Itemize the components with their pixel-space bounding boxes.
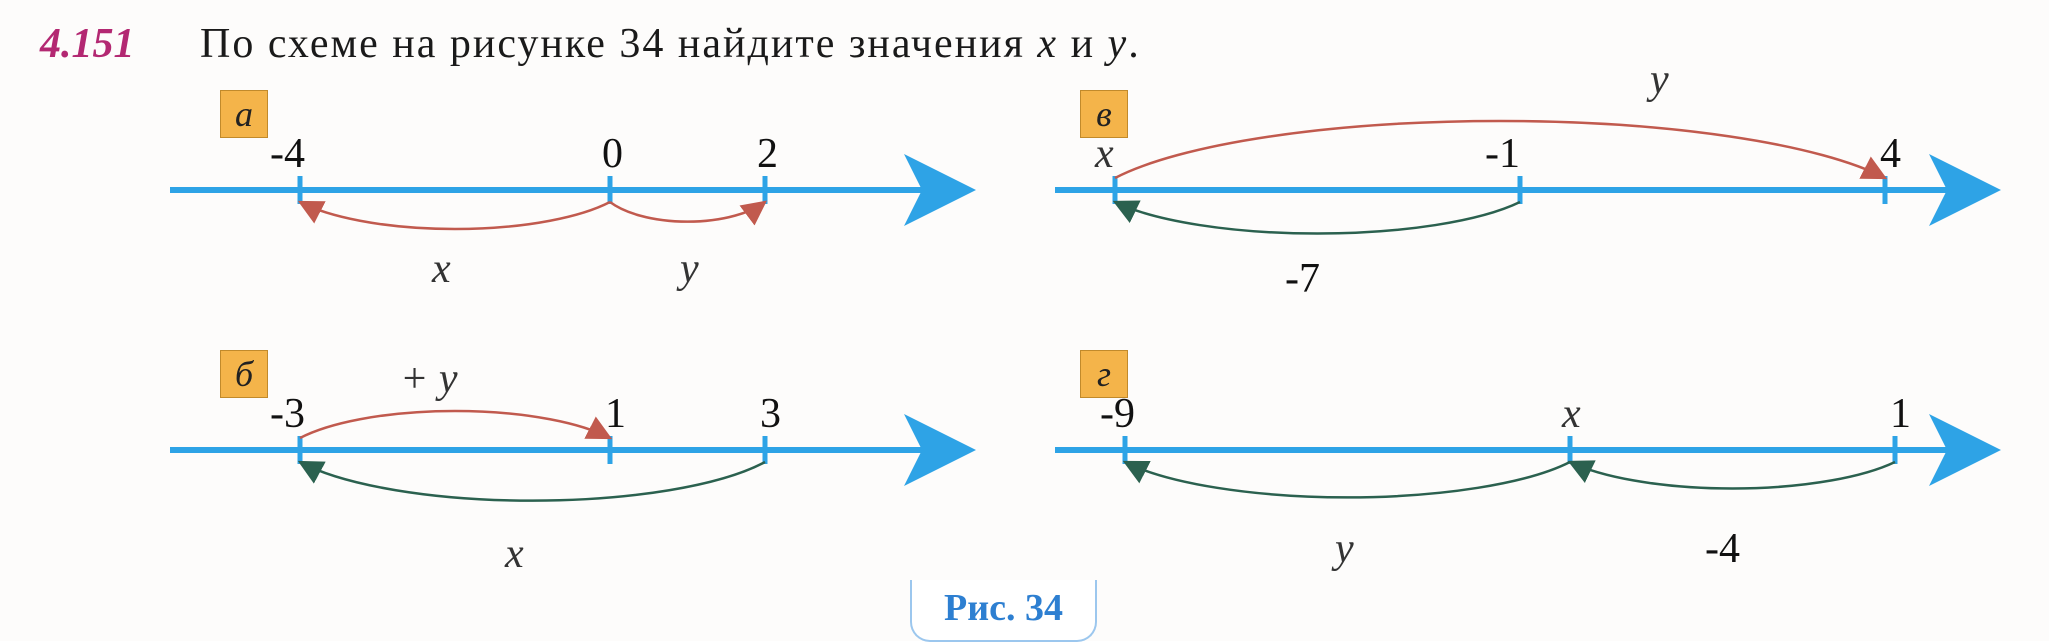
problem-period: .: [1128, 21, 1141, 67]
problem-text: По схеме на рисунке 34 найдите значения …: [200, 20, 1141, 68]
panel-b-svg: [230, 370, 1010, 590]
problem-var-y: y: [1108, 21, 1129, 67]
panel-a-arc-x: [300, 202, 610, 229]
panel-a-arc-y: [610, 202, 765, 222]
problem-conj: и: [1058, 21, 1107, 67]
panel-v-svg: [1095, 110, 2015, 310]
panel-a-svg: [230, 110, 1010, 310]
panel-v-top-arc-label: y: [1650, 56, 1669, 104]
page-root: 4.151 По схеме на рисунке 34 найдите зна…: [0, 0, 2049, 641]
panel-b-arc-bottom: [300, 462, 765, 501]
problem-text-prefix: По схеме на рисунке 34 найдите значения: [200, 21, 1037, 67]
panel-v-arc-bottom: [1115, 202, 1520, 234]
panel-g-svg: [1095, 370, 2015, 590]
panel-b-arc-top: [300, 411, 610, 438]
panel-g-arc-m4: [1570, 462, 1895, 488]
problem-var-x: x: [1037, 21, 1058, 67]
figure-caption: Рис. 34: [910, 580, 1097, 642]
panel-g-arc-y: [1125, 462, 1570, 497]
problem-number: 4.151: [40, 20, 135, 68]
panel-v-arc-top: [1115, 121, 1885, 178]
